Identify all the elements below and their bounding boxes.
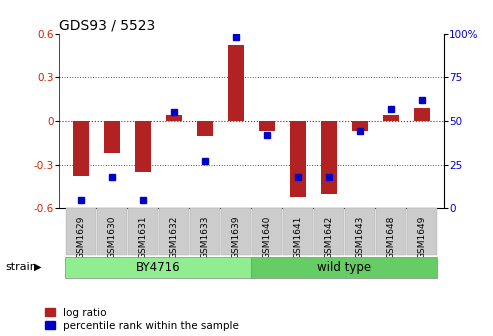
Bar [135, 121, 151, 172]
FancyBboxPatch shape [97, 208, 127, 255]
Text: GSM1629: GSM1629 [76, 215, 85, 259]
Legend: log ratio, percentile rank within the sample: log ratio, percentile rank within the sa… [45, 308, 239, 331]
Bar [352, 121, 368, 131]
Bar [166, 115, 181, 121]
FancyBboxPatch shape [283, 208, 313, 255]
Bar [66, 257, 251, 278]
Text: GSM1631: GSM1631 [139, 215, 147, 259]
Bar [251, 257, 437, 278]
Text: GSM1642: GSM1642 [324, 215, 333, 259]
Text: GSM1641: GSM1641 [293, 215, 302, 259]
Bar [104, 121, 120, 153]
Text: GDS93 / 5523: GDS93 / 5523 [59, 18, 155, 33]
Bar [228, 45, 244, 121]
FancyBboxPatch shape [376, 208, 406, 255]
Bar [321, 121, 337, 194]
FancyBboxPatch shape [407, 208, 437, 255]
Text: GSM1643: GSM1643 [355, 215, 364, 259]
Text: GSM1633: GSM1633 [201, 215, 210, 259]
FancyBboxPatch shape [159, 208, 189, 255]
Text: ▶: ▶ [35, 262, 42, 272]
Bar [290, 121, 306, 197]
FancyBboxPatch shape [252, 208, 282, 255]
FancyBboxPatch shape [66, 208, 96, 255]
FancyBboxPatch shape [345, 208, 375, 255]
FancyBboxPatch shape [221, 208, 251, 255]
FancyBboxPatch shape [190, 208, 220, 255]
FancyBboxPatch shape [128, 208, 158, 255]
Bar [73, 121, 89, 176]
Text: GSM1632: GSM1632 [170, 215, 178, 259]
Text: strain: strain [5, 262, 37, 272]
Text: GSM1630: GSM1630 [107, 215, 116, 259]
Text: GSM1640: GSM1640 [262, 215, 272, 259]
Text: GSM1639: GSM1639 [231, 215, 241, 259]
FancyBboxPatch shape [314, 208, 344, 255]
Text: BY4716: BY4716 [136, 261, 181, 274]
Bar [259, 121, 275, 131]
Bar [414, 108, 430, 121]
Text: GSM1648: GSM1648 [387, 215, 395, 259]
Text: wild type: wild type [317, 261, 372, 274]
Bar [197, 121, 212, 135]
Text: GSM1649: GSM1649 [418, 215, 426, 259]
Bar [383, 115, 399, 121]
